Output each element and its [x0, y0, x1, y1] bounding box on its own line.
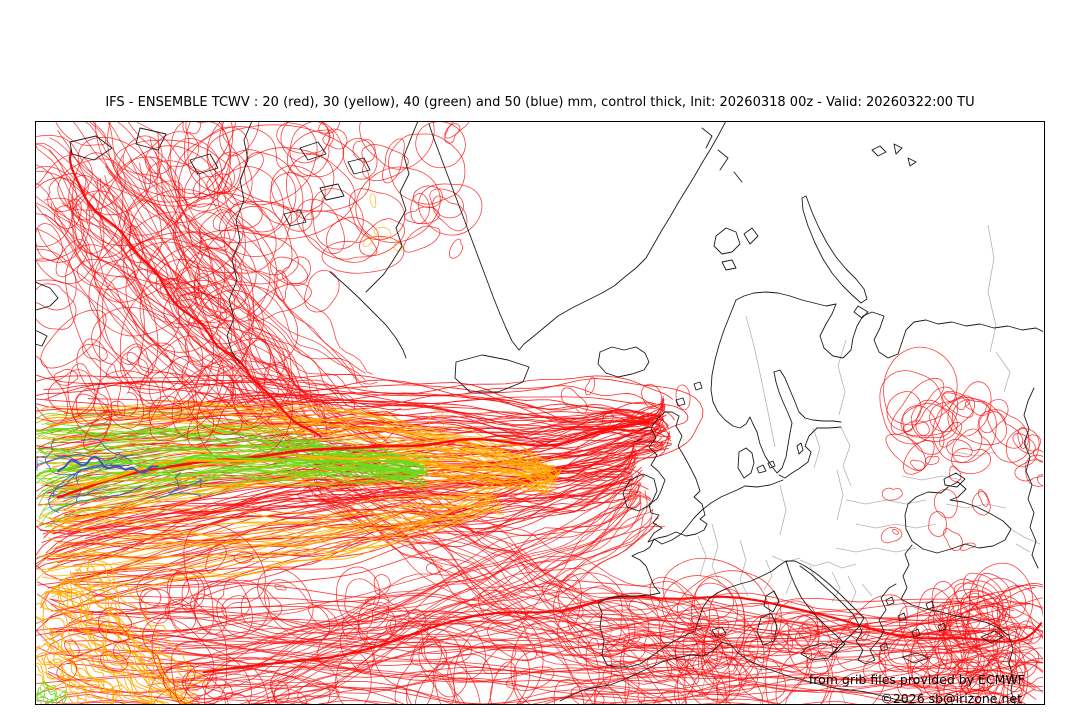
country-borders-layer — [603, 224, 1041, 704]
page-title: IFS - ENSEMBLE TCWV : 20 (red), 30 (yell… — [105, 95, 975, 110]
attribution-source: from grib files provided by ECMWF — [808, 672, 1025, 687]
coastlines-layer — [36, 122, 1043, 704]
attribution-copyright: ©2026 sb@irizone.net — [880, 691, 1022, 706]
control-run-layer — [36, 149, 1043, 674]
ensemble-contours-layer — [36, 122, 1043, 704]
